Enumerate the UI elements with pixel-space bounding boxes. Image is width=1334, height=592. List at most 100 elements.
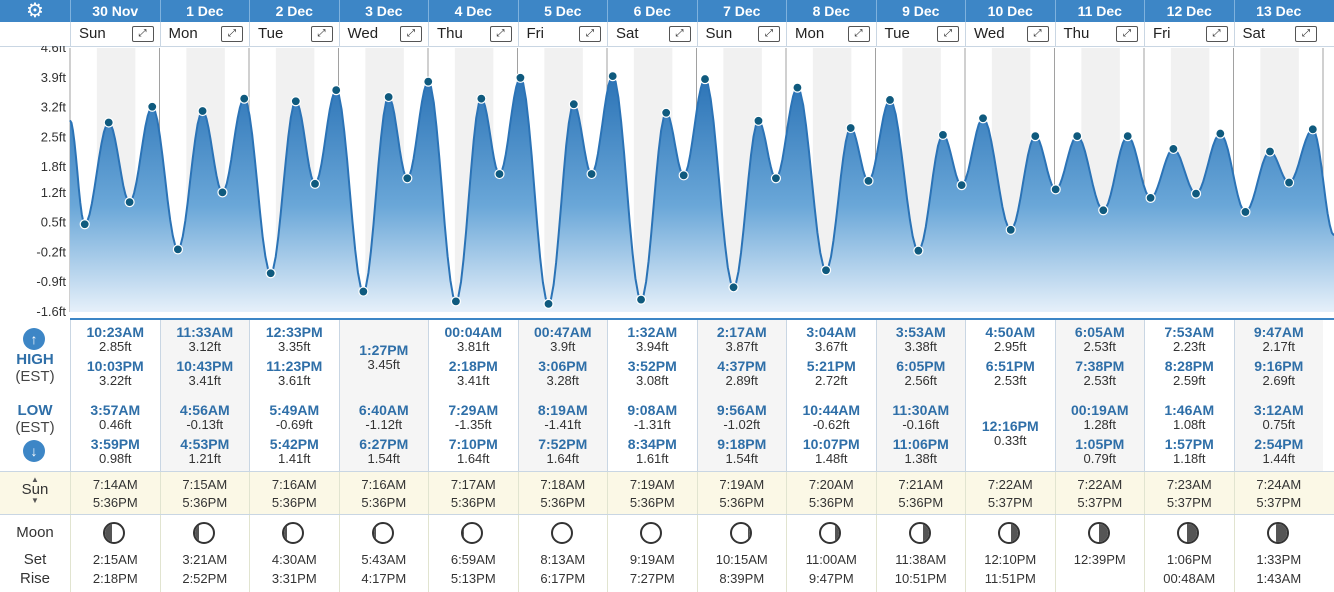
tide-extreme-marker[interactable] bbox=[358, 286, 369, 297]
low-tide-time: 3:59PM bbox=[90, 436, 140, 452]
low-tide-time: 7:29AM bbox=[448, 402, 499, 418]
high-tide-height: 3.22ft bbox=[98, 373, 132, 388]
expand-icon[interactable]: ⤢ bbox=[400, 26, 422, 42]
tide-extreme-marker[interactable] bbox=[913, 245, 924, 256]
tide-extreme-marker[interactable] bbox=[79, 219, 90, 230]
tide-extreme-marker[interactable] bbox=[1050, 184, 1061, 195]
tide-extreme-marker[interactable] bbox=[494, 168, 505, 180]
tide-extreme-marker[interactable] bbox=[792, 82, 803, 93]
tide-extreme-marker[interactable] bbox=[543, 298, 554, 310]
tide-extreme-marker[interactable] bbox=[678, 170, 689, 181]
tide-extreme-marker[interactable] bbox=[884, 94, 896, 106]
moon-phase-shade bbox=[194, 524, 200, 542]
tide-extreme-marker[interactable] bbox=[977, 113, 989, 124]
tide-extreme-marker[interactable] bbox=[568, 99, 579, 110]
tide-extreme-marker[interactable] bbox=[1168, 143, 1179, 155]
moonset-time: 4:30AM bbox=[271, 552, 317, 567]
tide-extreme-marker[interactable] bbox=[197, 105, 208, 117]
tide-extreme-marker[interactable] bbox=[331, 85, 342, 96]
tide-extreme-marker[interactable] bbox=[103, 117, 114, 128]
tide-extreme-marker[interactable] bbox=[383, 91, 394, 103]
tide-extreme-marker[interactable] bbox=[172, 244, 183, 255]
tide-extreme-marker[interactable] bbox=[1264, 146, 1276, 157]
tide-extreme-marker[interactable] bbox=[937, 129, 949, 140]
tide-extreme-marker[interactable] bbox=[1215, 128, 1226, 139]
low-tide-time: 11:30AM bbox=[892, 402, 950, 418]
tide-extreme-marker[interactable] bbox=[423, 76, 434, 87]
moon-phase-icon bbox=[819, 522, 842, 544]
tide-extreme-marker[interactable] bbox=[1072, 131, 1083, 142]
expand-icon[interactable]: ⤢ bbox=[1116, 26, 1138, 42]
moonrise-time: 9:47PM bbox=[808, 571, 854, 586]
tide-extreme-marker[interactable] bbox=[1005, 224, 1016, 235]
expand-icon[interactable]: ⤢ bbox=[847, 26, 870, 42]
tide-extreme-marker[interactable] bbox=[1122, 131, 1133, 142]
tide-extreme-marker[interactable] bbox=[290, 96, 301, 107]
date-header-cell: 2 Dec bbox=[249, 0, 339, 22]
tide-extreme-marker[interactable] bbox=[607, 71, 618, 82]
tide-extreme-marker[interactable] bbox=[1307, 124, 1318, 135]
moon-phase-shade bbox=[463, 524, 464, 542]
tide-extreme-marker[interactable] bbox=[309, 178, 321, 189]
tide-extreme-marker[interactable] bbox=[1190, 188, 1202, 199]
expand-icon[interactable]: ⤢ bbox=[1295, 26, 1317, 42]
tide-extreme-marker[interactable] bbox=[661, 107, 672, 118]
tide-extreme-marker[interactable] bbox=[147, 101, 158, 112]
expand-icon[interactable]: ⤢ bbox=[937, 26, 959, 42]
tide-extreme-marker[interactable] bbox=[217, 187, 228, 198]
tide-extreme-marker[interactable] bbox=[845, 122, 856, 134]
expand-icon[interactable]: ⤢ bbox=[310, 26, 333, 42]
low-tide-height: 1.61ft bbox=[635, 451, 669, 466]
low-tide-height: 0.98ft bbox=[98, 451, 132, 466]
tide-extreme-marker[interactable] bbox=[515, 72, 526, 83]
tide-extreme-marker[interactable] bbox=[956, 180, 967, 191]
gear-icon[interactable]: ⚙ bbox=[26, 0, 44, 22]
low-tide-time: 00:19AM bbox=[1070, 402, 1129, 418]
expand-icon[interactable]: ⤢ bbox=[668, 26, 691, 42]
high-tide-height: 3.12ft bbox=[188, 339, 222, 354]
low-tide-height: 1.44ft bbox=[1262, 451, 1296, 466]
tide-extreme-marker[interactable] bbox=[770, 173, 782, 184]
tide-extreme-marker[interactable] bbox=[635, 294, 647, 305]
sunrise-time: 7:21AM bbox=[898, 477, 944, 492]
sun-day-column: 7:21AM 5:36PM bbox=[875, 472, 966, 514]
tide-extreme-marker[interactable] bbox=[1240, 206, 1251, 218]
low-tide-time: 3:57AM bbox=[90, 402, 141, 418]
tide-extreme-marker[interactable] bbox=[753, 115, 764, 126]
tide-extreme-marker[interactable] bbox=[1098, 205, 1109, 216]
tide-extreme-marker[interactable] bbox=[476, 93, 487, 104]
tide-extreme-marker[interactable] bbox=[124, 197, 135, 208]
expand-icon[interactable]: ⤢ bbox=[758, 26, 780, 42]
tide-extreme-marker[interactable] bbox=[1145, 192, 1156, 203]
tide-extreme-marker[interactable] bbox=[265, 268, 276, 279]
tide-legend: ↑ HIGH (EST) LOW (EST) ↓ bbox=[0, 318, 70, 471]
expand-icon[interactable]: ⤢ bbox=[1026, 26, 1049, 42]
tide-extreme-marker[interactable] bbox=[1283, 177, 1295, 188]
tide-extreme-marker[interactable] bbox=[699, 73, 711, 85]
expand-icon[interactable]: ⤢ bbox=[489, 26, 512, 42]
weekday-label: Fri bbox=[526, 25, 545, 42]
tide-extreme-marker[interactable] bbox=[450, 296, 462, 307]
tide-day-column: 9:47AM 2.17ft 9:16PM 2.69ft 3:12AM 0.75ft 2:54… bbox=[1233, 320, 1323, 471]
tide-extreme-marker[interactable] bbox=[402, 173, 413, 184]
sunset-time: 5:36PM bbox=[719, 495, 765, 510]
tide-extreme-marker[interactable] bbox=[1030, 131, 1041, 142]
high-tide-height: 2.69ft bbox=[1262, 373, 1296, 388]
expand-icon[interactable]: ⤢ bbox=[579, 26, 601, 42]
tide-extreme-marker[interactable] bbox=[586, 168, 597, 180]
expand-icon[interactable]: ⤢ bbox=[1205, 26, 1228, 42]
tide-day-column: 6:05AM 2.53ft 7:38PM 2.53ft 00:19AM 1.28ft 1:0… bbox=[1054, 320, 1144, 471]
tide-extreme-marker[interactable] bbox=[820, 265, 832, 276]
low-tide-time: 6:40AM bbox=[358, 402, 409, 418]
expand-icon[interactable]: ⤢ bbox=[131, 26, 154, 42]
high-tide-height: 3.08ft bbox=[635, 373, 669, 388]
tide-line bbox=[69, 74, 1334, 307]
tide-extreme-marker[interactable] bbox=[239, 93, 250, 104]
tide-extreme-marker[interactable] bbox=[863, 175, 874, 186]
tide-extreme-marker[interactable] bbox=[728, 282, 739, 293]
weekday-row-spacer bbox=[0, 22, 70, 46]
expand-icon[interactable]: ⤢ bbox=[221, 26, 243, 42]
moon-phase-icon bbox=[461, 522, 484, 544]
moonrise-time: 10:51PM bbox=[894, 571, 947, 586]
high-tide-time: 12:33PM bbox=[265, 324, 323, 340]
